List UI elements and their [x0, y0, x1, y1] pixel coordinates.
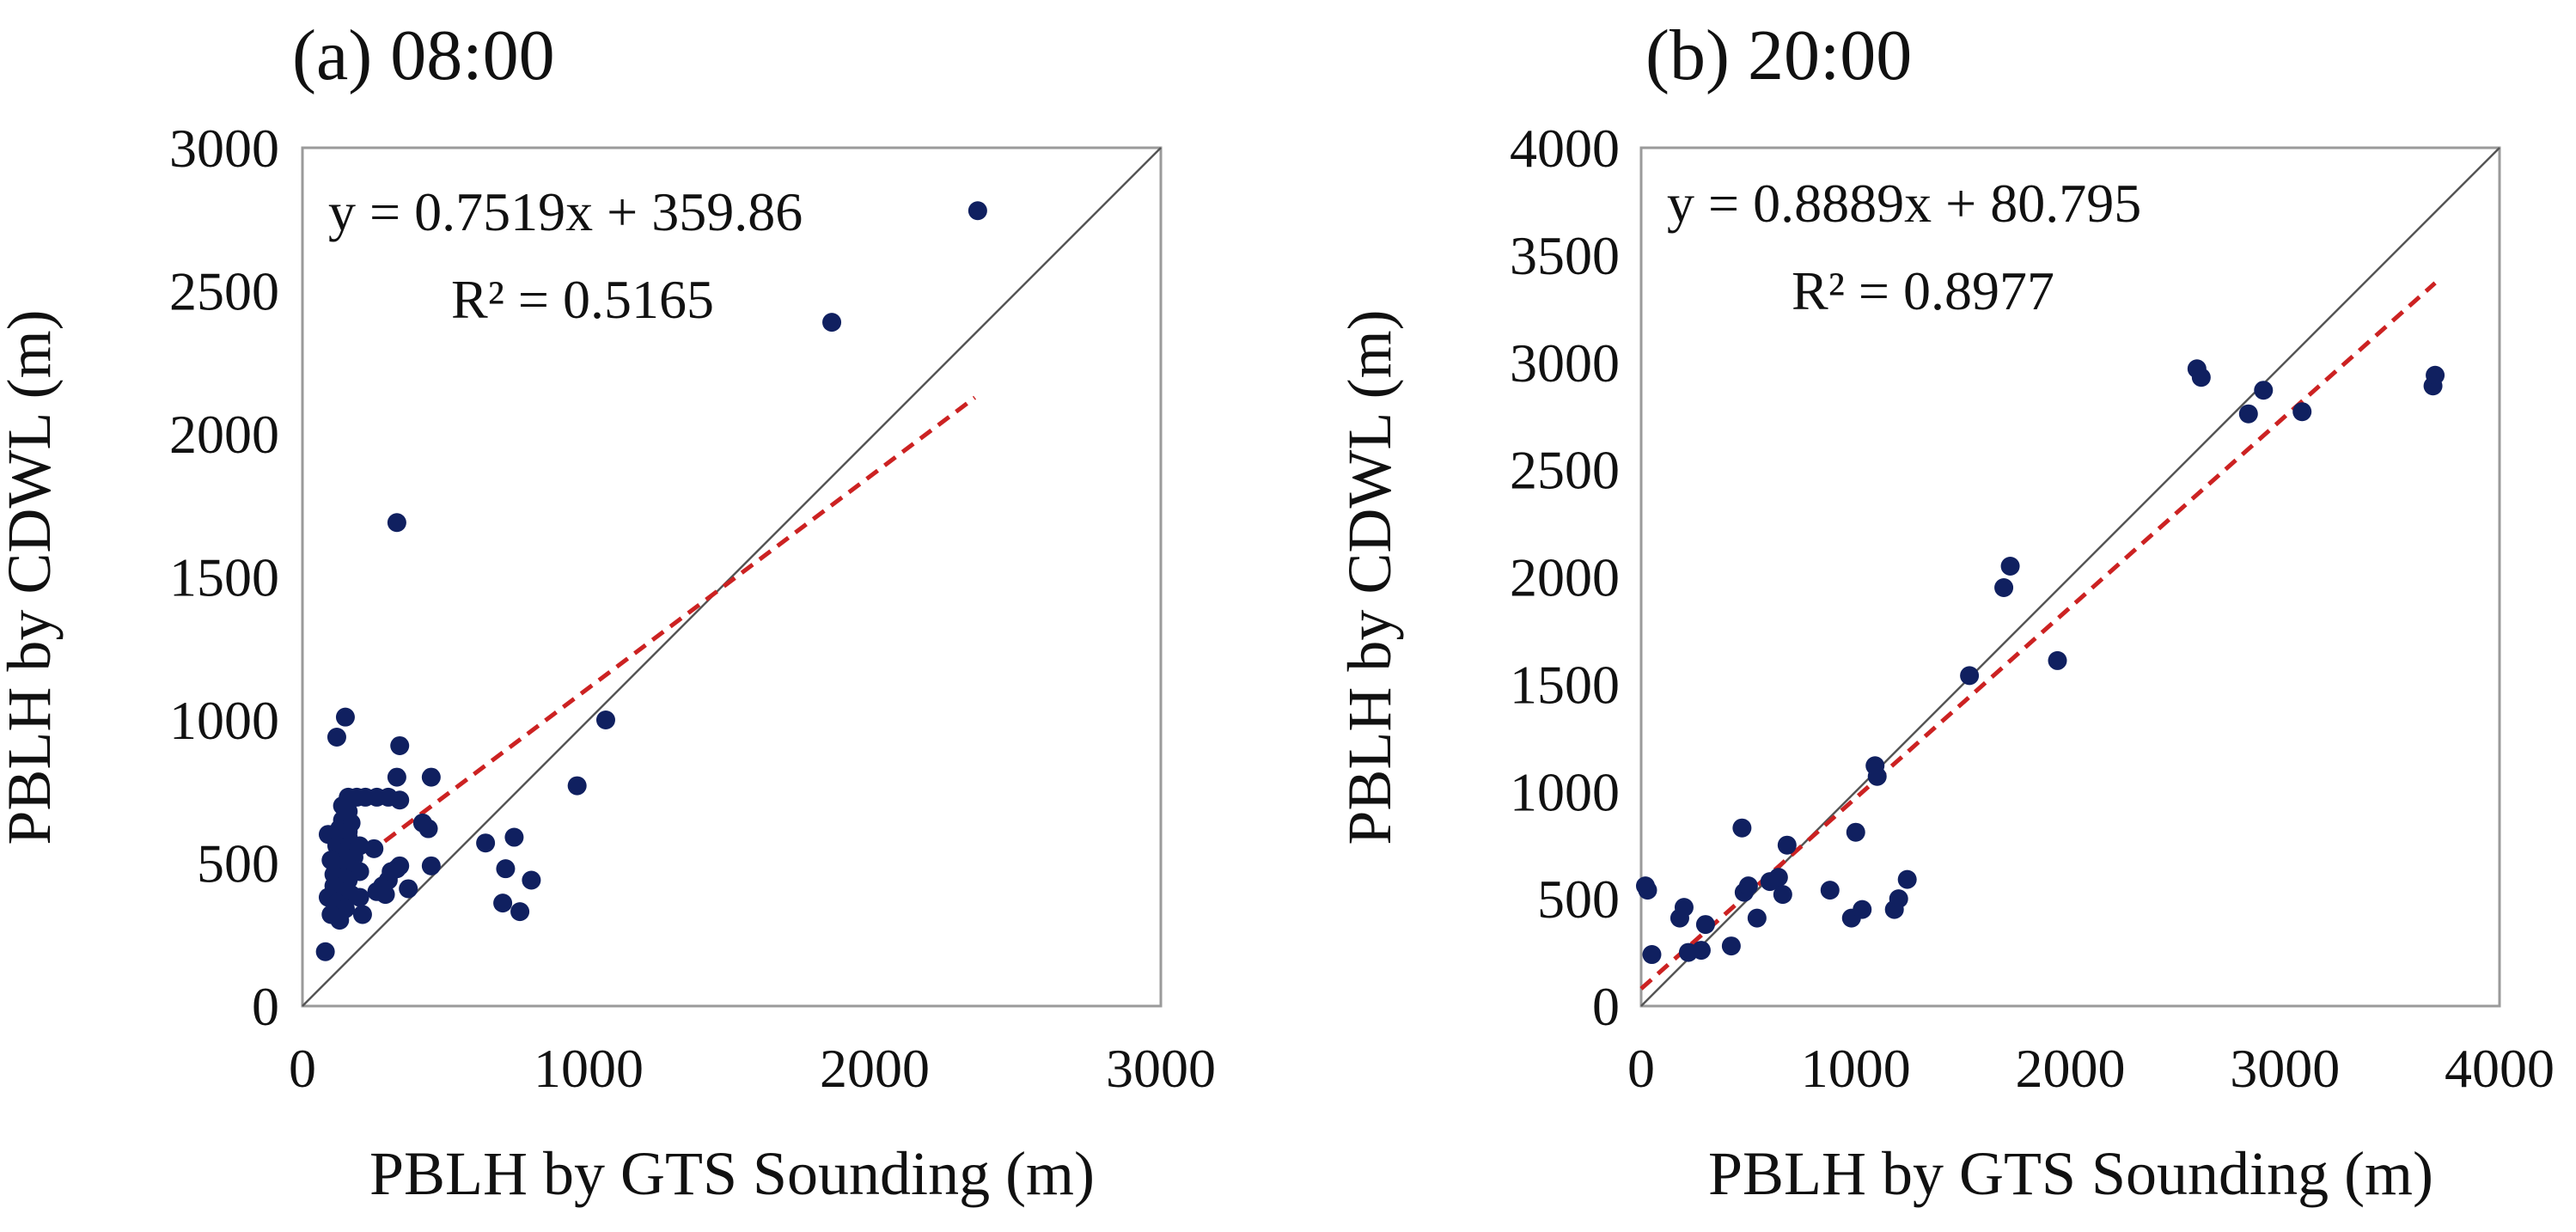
- panel-a-data-point: [968, 201, 987, 221]
- panel-b-scatter: (b) 20:00 0 500 1000 1500 2000 2500 3000 3500 40…: [1335, 15, 2555, 1208]
- panel-a-title: (a) 08:00: [292, 15, 555, 95]
- panel-b-x-tick-label: 2000: [2016, 1038, 2126, 1099]
- panel-a-data-point: [421, 767, 441, 787]
- panel-a-data-point: [496, 859, 516, 879]
- panel-a-data-point: [390, 735, 410, 755]
- panel-a-y-tick-label: 2000: [169, 404, 279, 465]
- panel-b-data-point: [2048, 650, 2067, 670]
- panel-a-regression-line: [329, 395, 977, 884]
- panel-a-x-tick-label: 1000: [534, 1038, 644, 1099]
- panel-b-x-tick-label: 1000: [1801, 1038, 1911, 1099]
- panel-a-data-point: [504, 827, 524, 847]
- panel-b-data-point: [1820, 881, 1840, 900]
- panel-a-y-tick-label: 0: [252, 976, 279, 1037]
- panel-a-data-point: [522, 870, 541, 890]
- panel-b-data-point: [2292, 402, 2312, 422]
- panel-b-data-point: [1747, 908, 1767, 928]
- panel-b-data-point: [2254, 381, 2274, 400]
- panel-a-data-point: [418, 819, 438, 839]
- panel-b-data-point: [1889, 889, 1908, 909]
- panel-a-data-point: [510, 902, 530, 922]
- panel-b-data-point: [2000, 557, 2020, 576]
- panel-a-y-tick-label: 1000: [169, 690, 279, 751]
- panel-b-y-tick-label: 0: [1592, 976, 1620, 1037]
- panel-b-data-point: [1777, 835, 1797, 855]
- panel-b-title: (b) 20:00: [1645, 15, 1912, 95]
- panel-a-y-tick-label: 2500: [169, 261, 279, 322]
- panel-b-data-point: [2191, 368, 2211, 387]
- panel-b-y-tick-label: 3500: [1510, 225, 1620, 286]
- panel-a-data-point: [335, 707, 355, 727]
- panel-b-data-point: [1732, 818, 1752, 838]
- panel-a-y-tick-label: 500: [197, 833, 279, 894]
- panel-b-y-tick-label: 2500: [1510, 440, 1620, 501]
- panel-a-data-point: [822, 313, 842, 332]
- panel-a-y-tick-label: 3000: [169, 118, 279, 179]
- panel-b-data-point: [1695, 915, 1715, 935]
- panel-b-data-point: [2426, 365, 2445, 385]
- panel-b-data-point: [1768, 868, 1788, 887]
- panel-a-data-point: [567, 776, 587, 796]
- panel-a-y-tick-label: 1500: [169, 547, 279, 608]
- panel-a-x-tick-label: 0: [289, 1038, 316, 1099]
- panel-a-data-point: [382, 862, 401, 881]
- panel-b-data-point: [1994, 577, 2014, 597]
- panel-b-data-point: [1853, 900, 1872, 919]
- panel-a-x-tick-label: 2000: [820, 1038, 930, 1099]
- panel-a-regression-equation: y = 0.7519x + 359.86: [328, 181, 803, 242]
- panel-a-r-squared: R² = 0.5165: [451, 269, 714, 330]
- panel-a-data-point: [493, 894, 513, 913]
- panel-b-y-tick-label: 3000: [1510, 332, 1620, 393]
- panel-b-regression-equation: y = 0.8889x + 80.795: [1667, 173, 2141, 234]
- panel-b-y-tick-label: 2000: [1510, 547, 1620, 608]
- panel-a-data-point: [595, 711, 615, 729]
- panel-b-x-tick-label: 0: [1627, 1038, 1655, 1099]
- panel-a-data-point: [476, 833, 496, 853]
- panel-b-x-tick-label: 3000: [2230, 1038, 2340, 1099]
- panel-b-regression-line: [1639, 281, 2437, 991]
- panel-b-data-point: [1638, 881, 1657, 900]
- panel-b-data-point: [1773, 885, 1792, 905]
- panel-a-data-point: [350, 887, 369, 907]
- panel-a-data-point: [327, 727, 346, 747]
- panel-a-scatter: (a) 08:00 0 500 1000 1500 2000 2500 3000 0 1000 2…: [0, 15, 1216, 1208]
- panel-a-x-axis-title: PBLH by GTS Sounding (m): [369, 1139, 1095, 1208]
- panel-a-data-point: [387, 513, 406, 533]
- panel-a-data-point: [352, 905, 372, 924]
- panel-b-r-squared: R² = 0.8977: [1792, 260, 2054, 321]
- panel-a-data-point: [364, 839, 384, 858]
- panel-a-plot-frame: [301, 146, 1163, 1008]
- panel-a-data-point: [421, 856, 441, 875]
- panel-b-x-axis-title: PBLH by GTS Sounding (m): [1708, 1139, 2433, 1208]
- panel-a-data-point: [315, 942, 335, 961]
- panel-a-data-point: [390, 790, 410, 810]
- panel-b-plot-frame: [1639, 146, 2501, 1008]
- panel-b-y-tick-label: 500: [1537, 869, 1620, 930]
- panel-b-data-point: [1738, 876, 1758, 896]
- panel-a-x-tick-label: 3000: [1106, 1038, 1216, 1099]
- panel-b-data-point: [2238, 404, 2258, 424]
- panel-b-data-point: [1846, 822, 1865, 842]
- panel-b-data-point: [1691, 941, 1711, 961]
- panel-a-data-point: [387, 767, 406, 787]
- panel-a-data-point: [399, 879, 418, 899]
- panel-b-data-point: [1642, 945, 1662, 965]
- panel-a-one-to-one-line: [302, 147, 1162, 1007]
- panel-b-data-point: [1960, 666, 1980, 686]
- panel-a-data-point: [375, 885, 395, 905]
- panel-b-data-point: [1897, 869, 1917, 889]
- panel-b-y-axis-title: PBLH by CDWL (m): [1335, 309, 1404, 845]
- panel-b-y-tick-label: 1500: [1510, 654, 1620, 715]
- panel-b-y-tick-label: 4000: [1510, 118, 1620, 179]
- panel-b-data-point: [1721, 936, 1741, 956]
- panel-b-y-tick-label: 1000: [1510, 761, 1620, 822]
- panel-a-y-axis-title: PBLH by CDWL (m): [0, 309, 64, 845]
- panel-b-data-point: [1867, 766, 1887, 786]
- panel-b-data-point: [1674, 898, 1694, 918]
- panel-b-x-tick-label: 4000: [2445, 1038, 2555, 1099]
- panel-a-data-point: [330, 911, 350, 930]
